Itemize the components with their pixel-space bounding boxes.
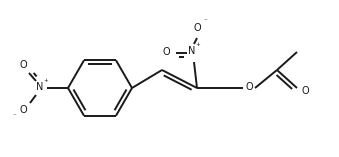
Text: O: O: [193, 23, 201, 33]
Text: +: +: [196, 41, 200, 46]
Text: O: O: [301, 86, 309, 96]
Text: O: O: [19, 60, 27, 70]
Text: N: N: [188, 46, 196, 56]
Text: O: O: [162, 47, 170, 57]
Text: O: O: [245, 82, 253, 92]
Text: N: N: [36, 82, 44, 92]
Text: ⁻: ⁻: [203, 18, 207, 24]
Text: +: +: [44, 78, 48, 82]
Text: ⁻: ⁻: [12, 113, 16, 119]
Text: O: O: [19, 105, 27, 115]
